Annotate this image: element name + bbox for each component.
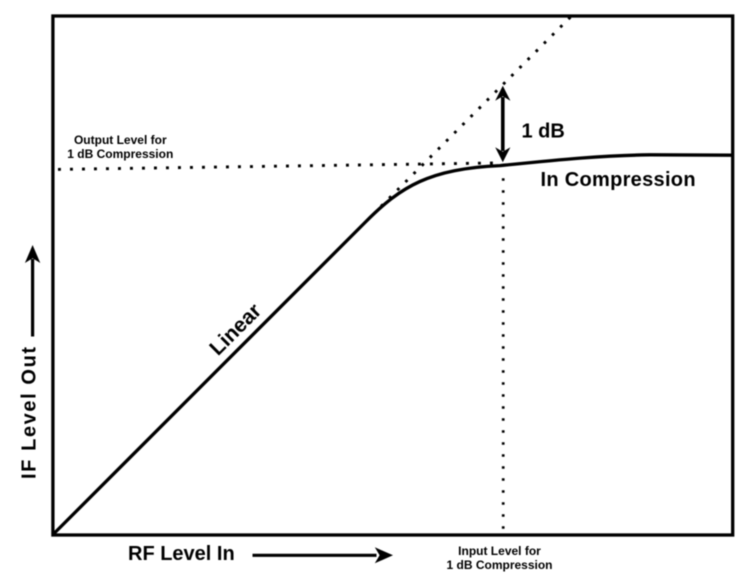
svg-text:1 dB Compression: 1 dB Compression [446, 558, 552, 572]
svg-text:1 dB Compression: 1 dB Compression [67, 147, 173, 161]
svg-text:RF Level In: RF Level In [128, 543, 235, 565]
svg-text:1 dB: 1 dB [522, 121, 565, 143]
svg-text:Input Level for: Input Level for [458, 544, 541, 558]
svg-text:IF Level Out: IF Level Out [19, 345, 41, 479]
svg-text:In Compression: In Compression [541, 169, 696, 191]
svg-text:Output Level for: Output Level for [74, 133, 167, 147]
